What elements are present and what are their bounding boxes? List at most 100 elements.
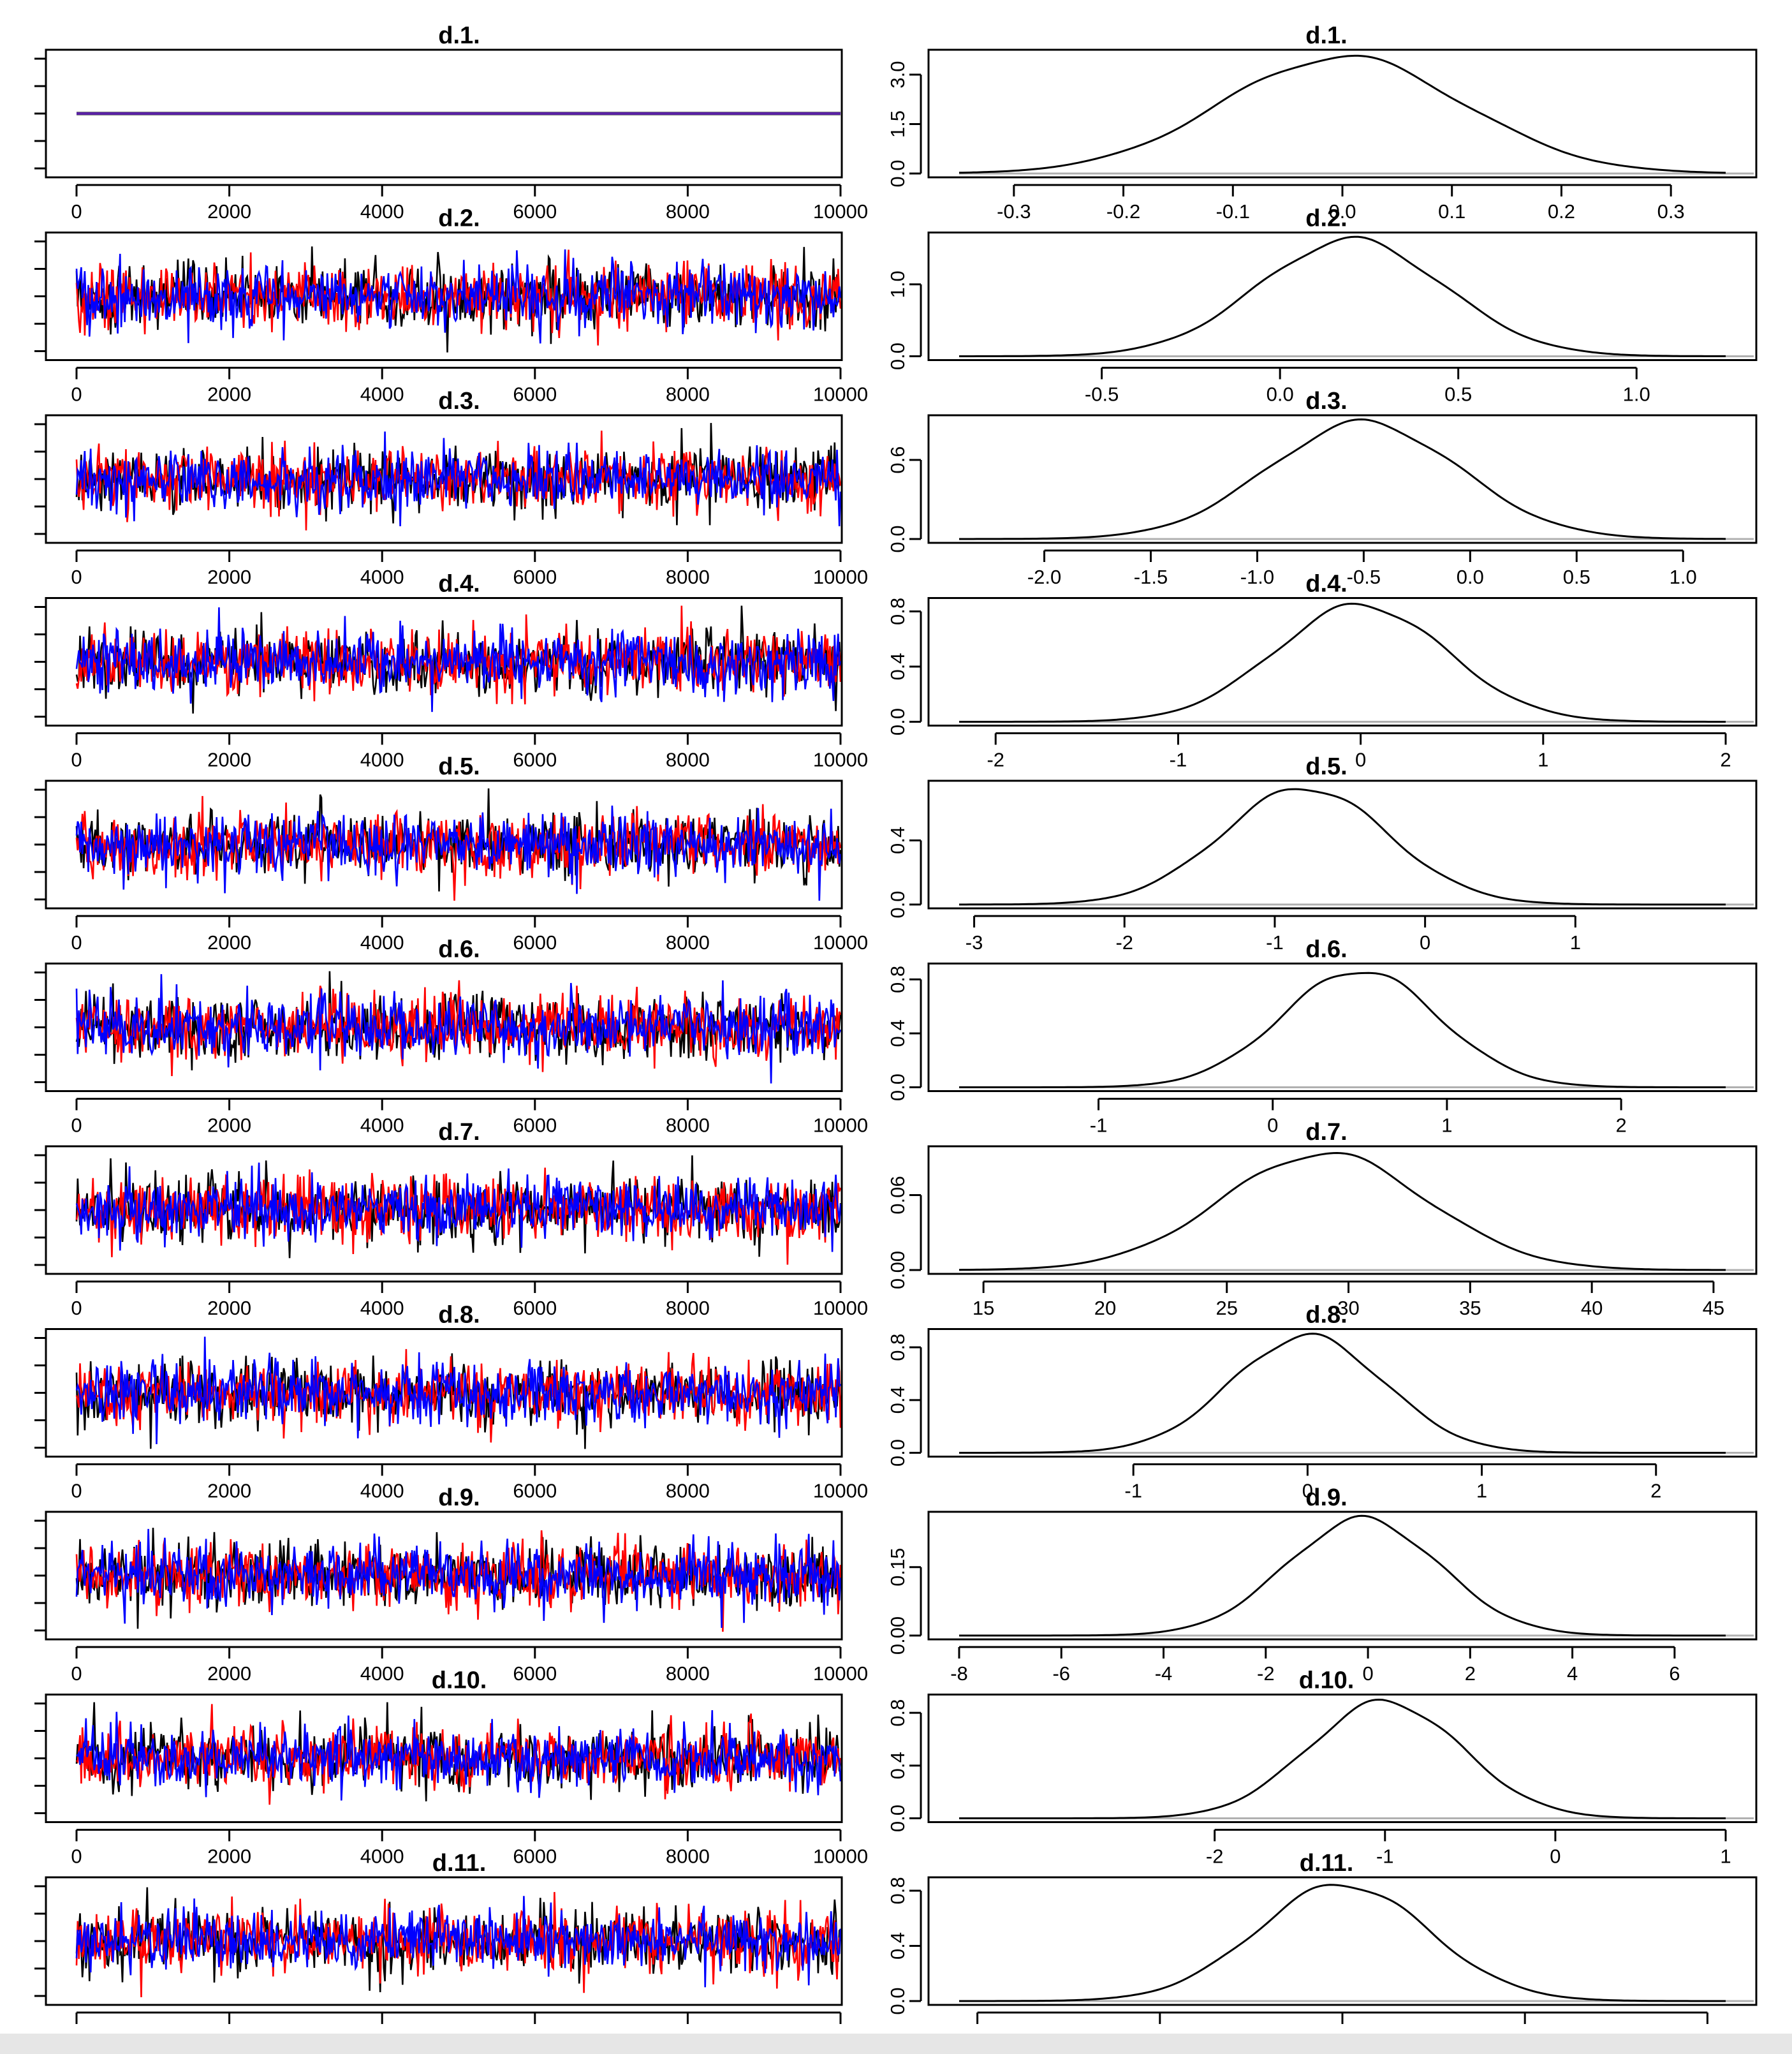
trace-x-tick-label: 0 [71, 1114, 82, 1137]
trace-line-chain-3 [75, 1162, 842, 1252]
density-plot: 0.0 0.4 0.8 -2 -1 0 1 2 d.4. [886, 571, 1758, 771]
density-y-tick-label: 0.0 [886, 1074, 909, 1101]
trace-x-tick-label: 2000 [207, 1845, 251, 1868]
trace-x-tick-label: 2000 [207, 1480, 251, 1502]
density-y-axis: 0.0 0.4 0.8 [886, 598, 922, 735]
density-plot-title: d.7. [1305, 1119, 1347, 1146]
trace-x-tick-label: 4000 [360, 931, 404, 954]
trace-plot-title: d.2. [438, 205, 480, 232]
density-x-axis: -8 -6 -4 -2 0 2 4 6 [950, 1646, 1680, 1685]
density-x-tick-label: -4 [1155, 1662, 1173, 1685]
density-plot: 0.0 1.5 3.0 -0.3 -0.2 -0.1 0.0 0.1 0.2 0.3 d.1. [886, 22, 1758, 223]
density-x-tick-label: -2.0 [1027, 566, 1061, 588]
density-frame [927, 232, 1758, 361]
trace-line-chain-3 [75, 974, 842, 1084]
trace-line-chain-2 [75, 431, 842, 531]
trace-line-chain-3 [76, 1710, 842, 1801]
density-plot: 0.0 0.4 0.8 -2 -1 0 1 d.10. [886, 1667, 1758, 1868]
trace-line-chain-2 [75, 795, 842, 901]
density-curve [959, 972, 1726, 1088]
density-x-tick-label: -2 [1206, 1845, 1224, 1868]
density-y-axis: 0.0 0.4 0.8 [886, 966, 922, 1101]
density-x-tick-label: 6 [1669, 1662, 1680, 1685]
trace-x-axis: 0 2000 4000 6000 8000 10000 [71, 549, 868, 588]
density-x-tick-label: 4 [1567, 1662, 1578, 1685]
density-plot-title: d.6. [1305, 936, 1347, 963]
density-plot: 0.0 0.4 -3 -2 -1 0 1 d.5. [886, 753, 1758, 954]
density-x-tick-label: -1 [1124, 1480, 1142, 1502]
trace-x-tick-label: 6000 [513, 1297, 557, 1319]
density-y-axis: 0.0 0.4 0.8 [886, 1699, 922, 1832]
trace-x-tick-label: 6000 [513, 566, 557, 588]
trace-x-tick-label: 4000 [360, 1480, 404, 1502]
density-plot: 0.0 0.6 -2.0 -1.5 -1.0 -0.5 0.0 0.5 1.0 d.3. [886, 388, 1758, 588]
trace-x-axis [75, 2011, 842, 2024]
trace-x-tick-label: 2000 [207, 1662, 251, 1685]
trace-x-tick-label: 0 [71, 1662, 82, 1685]
trace-x-axis: 0 2000 4000 6000 8000 10000 [71, 1098, 868, 1137]
density-curve [959, 1333, 1726, 1454]
density-curve [959, 602, 1726, 723]
trace-plot: 0 2000 4000 6000 8000 10000 d.1. [34, 22, 868, 223]
panel-row-6: 0 2000 4000 6000 8000 10000 d.6. 0.0 0.4 0.8 -1 0 1 2… [34, 936, 1758, 1137]
density-x-tick-label: 35 [1459, 1297, 1481, 1319]
trace-y-axis [34, 1519, 46, 1632]
density-y-tick-label: 0.0 [886, 1805, 909, 1832]
density-plot: 0.0 0.4 0.8 -1 0 1 2 d.6. [886, 936, 1758, 1137]
density-y-tick-label: 1.5 [886, 110, 909, 138]
trace-y-axis [34, 57, 46, 170]
density-x-axis: -2.0 -1.5 -1.0 -0.5 0.0 0.5 1.0 [1027, 549, 1697, 588]
density-x-tick-label: -1.5 [1134, 566, 1168, 588]
density-plot: 0.00 0.15 -8 -6 -4 -2 0 2 4 6 d.9. [886, 1484, 1758, 1685]
density-plot-title: d.3. [1305, 388, 1347, 415]
density-x-tick-label: 1 [1570, 931, 1581, 954]
density-x-tick-label: -2 [987, 749, 1004, 771]
trace-x-tick-label: 2000 [207, 200, 251, 223]
trace-plot: 0 2000 4000 6000 8000 10000 d.2. [34, 205, 868, 406]
trace-x-tick-label: 2000 [207, 749, 251, 771]
density-x-tick-label: 40 [1581, 1297, 1603, 1319]
bottom-strip [0, 2034, 1792, 2054]
trace-x-tick-label: 0 [71, 749, 82, 771]
density-x-tick-label: 30 [1337, 1297, 1359, 1319]
density-frame [927, 779, 1758, 910]
trace-x-tick-label: 4000 [360, 566, 404, 588]
trace-x-tick-label: 10000 [813, 566, 868, 588]
density-y-tick-label: 0.4 [886, 1752, 909, 1779]
density-x-tick-label: 0.5 [1563, 566, 1590, 588]
density-plot-title: d.1. [1305, 22, 1347, 49]
trace-x-tick-label: 4000 [360, 383, 404, 406]
trace-y-axis [34, 972, 46, 1083]
trace-x-tick-label: 4000 [360, 1114, 404, 1137]
density-y-tick-label: 0.00 [886, 1251, 909, 1289]
trace-x-tick-label: 0 [71, 1297, 82, 1319]
trace-x-tick-label: 4000 [360, 1297, 404, 1319]
trace-x-tick-label: 8000 [666, 383, 710, 406]
density-plot: 0.0 0.4 0.8 -1 0 1 2 d.8. [886, 1302, 1758, 1502]
density-plot-title: d.4. [1305, 571, 1347, 598]
density-y-axis: 0.0 1.0 [886, 270, 922, 370]
trace-x-tick-label: 4000 [360, 200, 404, 223]
trace-line-chain-3 [75, 1528, 842, 1629]
density-y-axis: 0.00 0.06 [886, 1176, 922, 1289]
density-x-tick-label: -1 [1170, 749, 1187, 771]
density-frame [927, 1876, 1758, 2006]
trace-x-tick-label: 2000 [207, 1297, 251, 1319]
trace-plot: 0 2000 4000 6000 8000 10000 d.3. [34, 388, 868, 588]
trace-x-tick-label: 10000 [813, 1480, 868, 1502]
density-curve [958, 54, 1726, 174]
trace-x-tick-label: 10000 [813, 383, 868, 406]
density-x-axis: -2 -1 0 1 [1206, 1829, 1731, 1868]
density-x-tick-label: 25 [1216, 1297, 1238, 1319]
panel-row-8: 0 2000 4000 6000 8000 10000 d.8. 0.0 0.4 0.8 -1 0 1 2… [34, 1302, 1758, 1502]
density-y-tick-label: 0.8 [886, 598, 909, 625]
density-y-tick-label: 0.0 [886, 525, 909, 552]
density-y-axis: 0.0 0.6 [886, 446, 922, 553]
density-x-tick-label: 0.0 [1267, 383, 1294, 406]
trace-plot: 0 2000 4000 6000 8000 10000 d.4. [34, 571, 868, 771]
density-x-tick-label: 1 [1441, 1114, 1452, 1137]
density-x-axis: -1 0 1 2 [1090, 1098, 1627, 1137]
density-y-tick-label: 0.0 [886, 343, 909, 370]
density-y-tick-label: 0.4 [886, 1386, 909, 1414]
